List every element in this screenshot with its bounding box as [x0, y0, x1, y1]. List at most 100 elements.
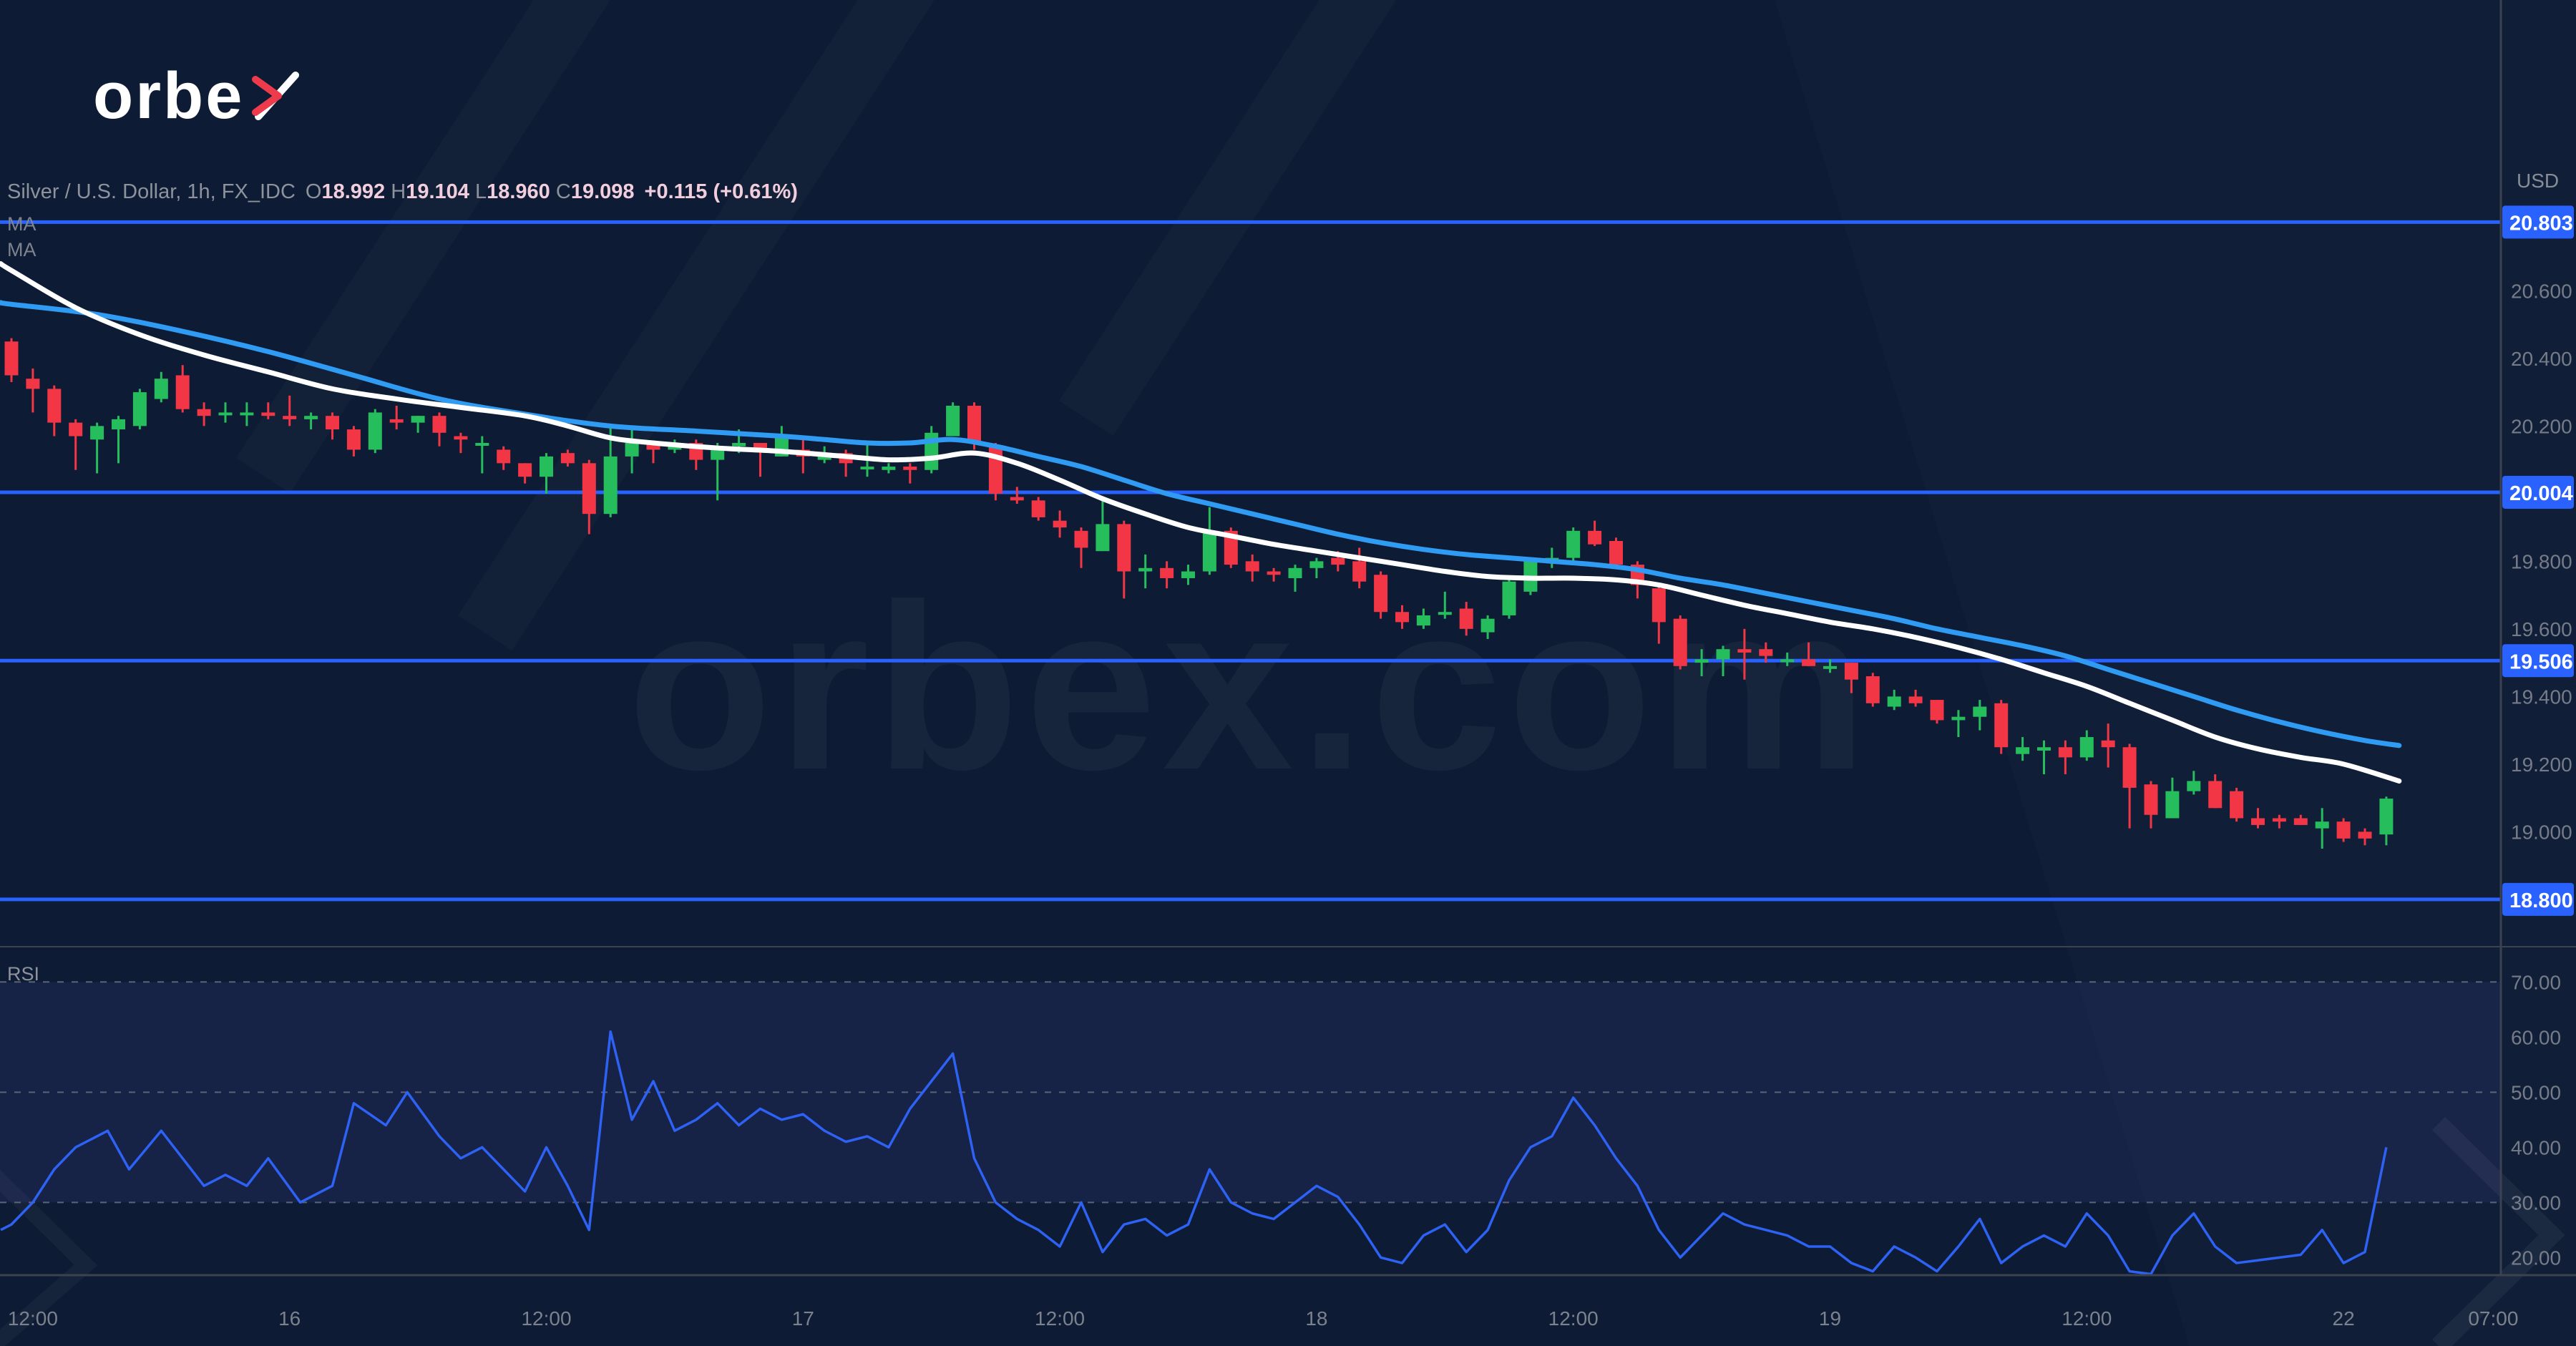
candle-body [1138, 567, 1153, 572]
time-tick-label[interactable]: 12:00 [1035, 1307, 1085, 1330]
candle [1759, 642, 1773, 663]
price-tick-label[interactable]: 19.800 [2511, 550, 2572, 572]
price-tick-label[interactable]: 20.200 [2511, 415, 2572, 437]
time-tick-label[interactable]: 16 [278, 1307, 301, 1330]
candle-body [1780, 659, 1795, 663]
candle-body [497, 449, 511, 464]
candle [1566, 527, 1581, 562]
candle [1673, 615, 1687, 670]
rsi-tick-label[interactable]: 20.00 [2511, 1247, 2561, 1269]
price-tick-label[interactable]: 19.000 [2511, 821, 2572, 843]
price-level-badge [2502, 205, 2574, 239]
price-level-badge [2502, 882, 2574, 916]
candle [1267, 567, 1281, 582]
candle [1181, 565, 1195, 585]
rsi-tick-label[interactable]: 30.00 [2511, 1191, 2561, 1214]
time-tick-label[interactable]: 12:00 [2062, 1307, 2112, 1330]
candle-body [1395, 612, 1409, 623]
candle [1138, 554, 1153, 589]
candle [69, 419, 83, 470]
candle-body [411, 416, 425, 423]
time-tick-label[interactable]: 22 [2333, 1307, 2355, 1330]
candle [1973, 700, 1987, 731]
price-tick-label[interactable]: 19.200 [2511, 754, 2572, 776]
candle [497, 446, 511, 470]
ohlc-value: 19.098 [570, 180, 635, 203]
time-tick-label[interactable]: 12:00 [8, 1307, 58, 1330]
candle [1352, 547, 1367, 589]
candle [2379, 796, 2394, 846]
candle-body [1737, 649, 1752, 653]
candle [2251, 808, 2265, 829]
candle [1288, 565, 1302, 592]
candle-body [1267, 571, 1281, 575]
candle-body [475, 442, 489, 446]
candle [2187, 771, 2201, 795]
candle-body [1502, 581, 1516, 615]
candle-body [1352, 561, 1367, 582]
candle-body [261, 412, 275, 416]
time-tick-label[interactable]: 19 [1819, 1307, 1841, 1330]
candle [1588, 520, 1602, 547]
bg-chevron-outline [0, 1169, 98, 1346]
candle-body [2101, 740, 2115, 748]
candle-body [1117, 524, 1131, 572]
candle [2293, 814, 2308, 825]
candle-body [1010, 497, 1024, 501]
candle [582, 459, 596, 535]
rsi-tick-label[interactable]: 70.00 [2511, 971, 2561, 993]
time-tick-label[interactable]: 18 [1305, 1307, 1327, 1330]
ma-indicator-label-2[interactable]: MA [7, 239, 36, 260]
candle-body [90, 426, 104, 440]
candle-body [2272, 818, 2286, 822]
candle-body [132, 392, 147, 426]
candle [1930, 700, 1944, 724]
ohlc-key: O [305, 180, 322, 203]
candle-body [2208, 781, 2223, 809]
time-tick-label[interactable]: 07:00 [2468, 1307, 2518, 1330]
candle-body [69, 422, 83, 437]
price-tick-label[interactable]: 20.600 [2511, 280, 2572, 302]
candle-body [1823, 665, 1837, 669]
candle-body [1844, 663, 1858, 680]
candle-body [753, 442, 767, 450]
rsi-indicator-label[interactable]: RSI [7, 963, 40, 985]
time-tick-label[interactable]: 17 [792, 1307, 814, 1330]
candle [154, 371, 168, 403]
candle [90, 422, 104, 474]
candle-body [326, 416, 339, 430]
candle [2230, 787, 2244, 822]
candle-body [218, 412, 233, 416]
price-tick-label[interactable]: 19.400 [2511, 686, 2572, 708]
time-tick-label[interactable]: 12:00 [1548, 1307, 1599, 1330]
candle [1545, 547, 1559, 568]
candle [1502, 577, 1516, 619]
candle-body [646, 442, 660, 450]
symbol-header[interactable]: Silver / U.S. Dollar, 1h, FX_IDC O18.992… [7, 180, 798, 204]
candle-body [1096, 524, 1110, 552]
candle [4, 338, 19, 382]
candle [47, 385, 62, 437]
candle-body [240, 412, 254, 416]
candle-body [560, 453, 575, 464]
rsi-tick-label[interactable]: 60.00 [2511, 1026, 2561, 1048]
candle [240, 402, 254, 426]
candle-body [1673, 618, 1687, 666]
candle-body [518, 463, 532, 477]
candle [175, 365, 190, 413]
time-tick-label[interactable]: 12:00 [521, 1307, 571, 1330]
ma-indicator-label-1[interactable]: MA [7, 213, 36, 235]
candle [1865, 673, 1880, 707]
candle [1416, 608, 1430, 629]
price-tick-label[interactable]: 19.600 [2511, 618, 2572, 640]
candle-body [732, 442, 746, 447]
price-tick-label[interactable]: 20.400 [2511, 348, 2572, 370]
rsi-tick-label[interactable]: 50.00 [2511, 1081, 2561, 1103]
symbol-title[interactable]: Silver / U.S. Dollar, 1h, FX_IDC [7, 180, 296, 203]
rsi-tick-label[interactable]: 40.00 [2511, 1136, 2561, 1159]
candle [903, 463, 917, 484]
candle-body [603, 456, 618, 514]
candle [304, 412, 318, 430]
candle-body [2358, 832, 2372, 839]
